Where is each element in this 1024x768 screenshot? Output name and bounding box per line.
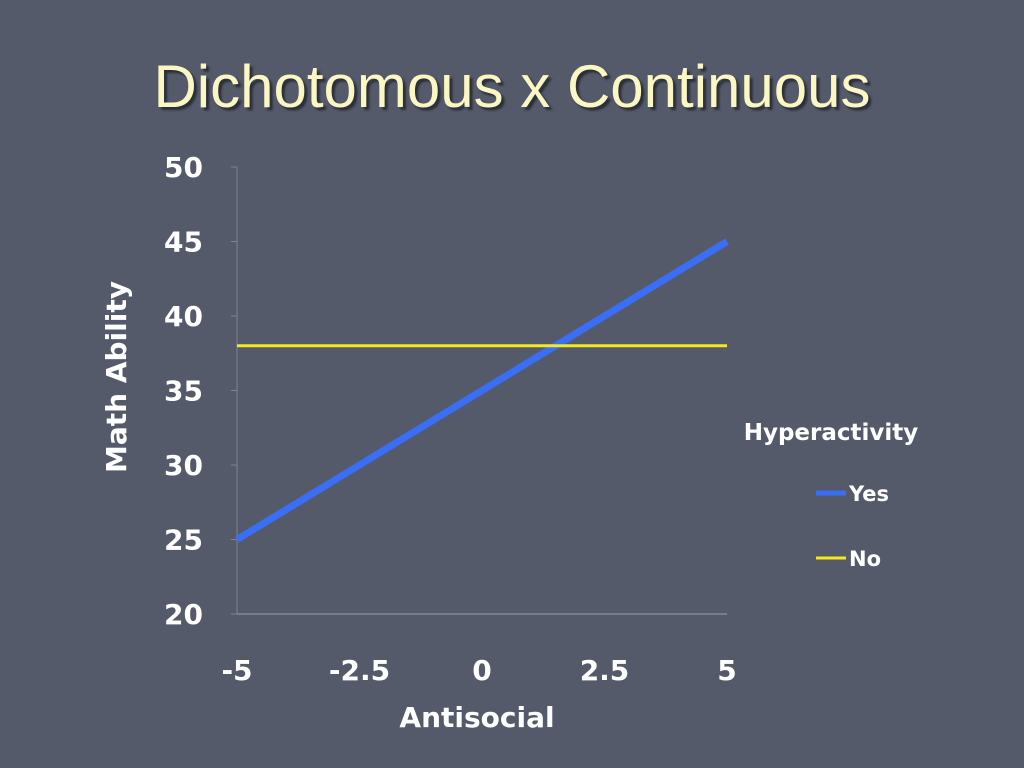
x-tick-label: -2.5 xyxy=(329,654,390,687)
y-axis: 20 25 30 35 40 45 50 xyxy=(164,151,238,631)
y-tick-label: 50 xyxy=(164,151,203,184)
x-tick-label: 0 xyxy=(472,654,491,687)
x-tick-label: -5 xyxy=(221,654,252,687)
y-tick-label: 45 xyxy=(164,226,203,259)
series-line-yes xyxy=(235,238,729,543)
x-axis-title: Antisocial xyxy=(399,701,554,734)
y-tick-label: 30 xyxy=(164,449,203,482)
x-tick-label: 2.5 xyxy=(580,654,630,687)
legend-label-no: No xyxy=(849,547,881,571)
y-tick-label: 25 xyxy=(164,524,203,557)
legend-title: Hyperactivity xyxy=(744,420,919,446)
x-tick-label: 5 xyxy=(717,654,736,687)
x-axis: -5 -2.5 0 2.5 5 xyxy=(221,613,737,687)
y-tick-label: 35 xyxy=(164,375,203,408)
y-axis-title: Math Ability xyxy=(100,281,133,473)
legend: Hyperactivity Yes No xyxy=(744,420,919,571)
slide-title: Dichotomous x Continuous xyxy=(153,53,871,120)
y-tick-label: 40 xyxy=(164,300,203,333)
series-lines xyxy=(235,238,729,543)
y-tick-label: 20 xyxy=(164,598,203,631)
legend-label-yes: Yes xyxy=(848,482,889,506)
